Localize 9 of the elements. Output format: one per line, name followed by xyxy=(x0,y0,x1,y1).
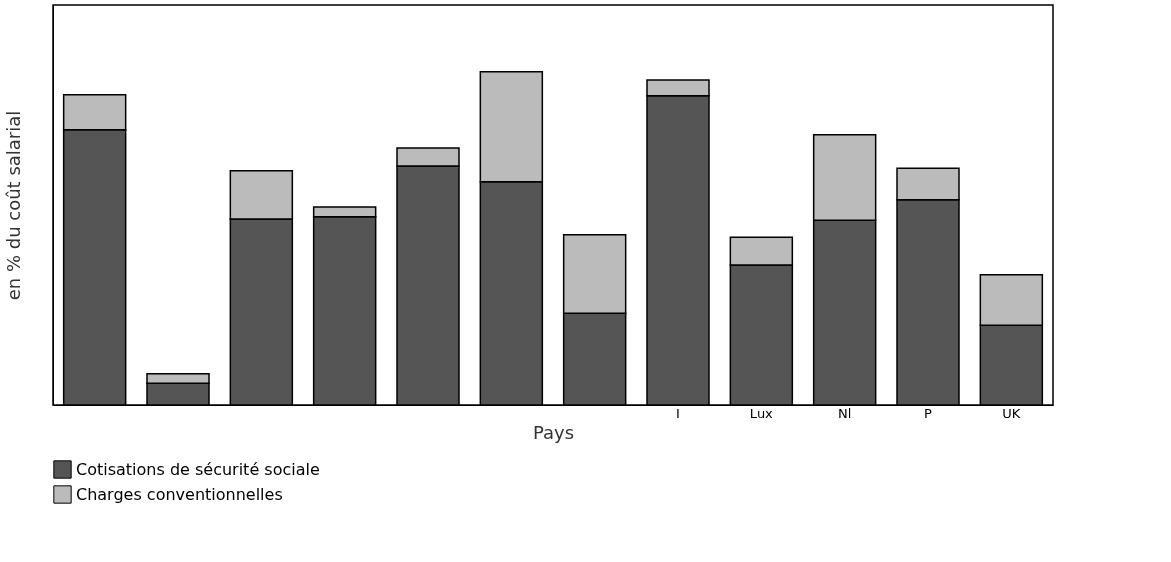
x-tick-label: Lux xyxy=(749,405,774,421)
legend-label: Cotisations de sécurité sociale xyxy=(76,459,320,479)
x-tick-label: P xyxy=(924,405,933,421)
x-tick-label: I xyxy=(676,405,680,421)
x-tick-label: UK xyxy=(1002,405,1021,421)
x-tick-label: Nl xyxy=(837,405,852,421)
y-axis-title: en % du coût salarial xyxy=(2,110,24,301)
legend-label: Charges conventionnelles xyxy=(76,484,283,504)
x-axis-title: Pays xyxy=(532,421,575,443)
